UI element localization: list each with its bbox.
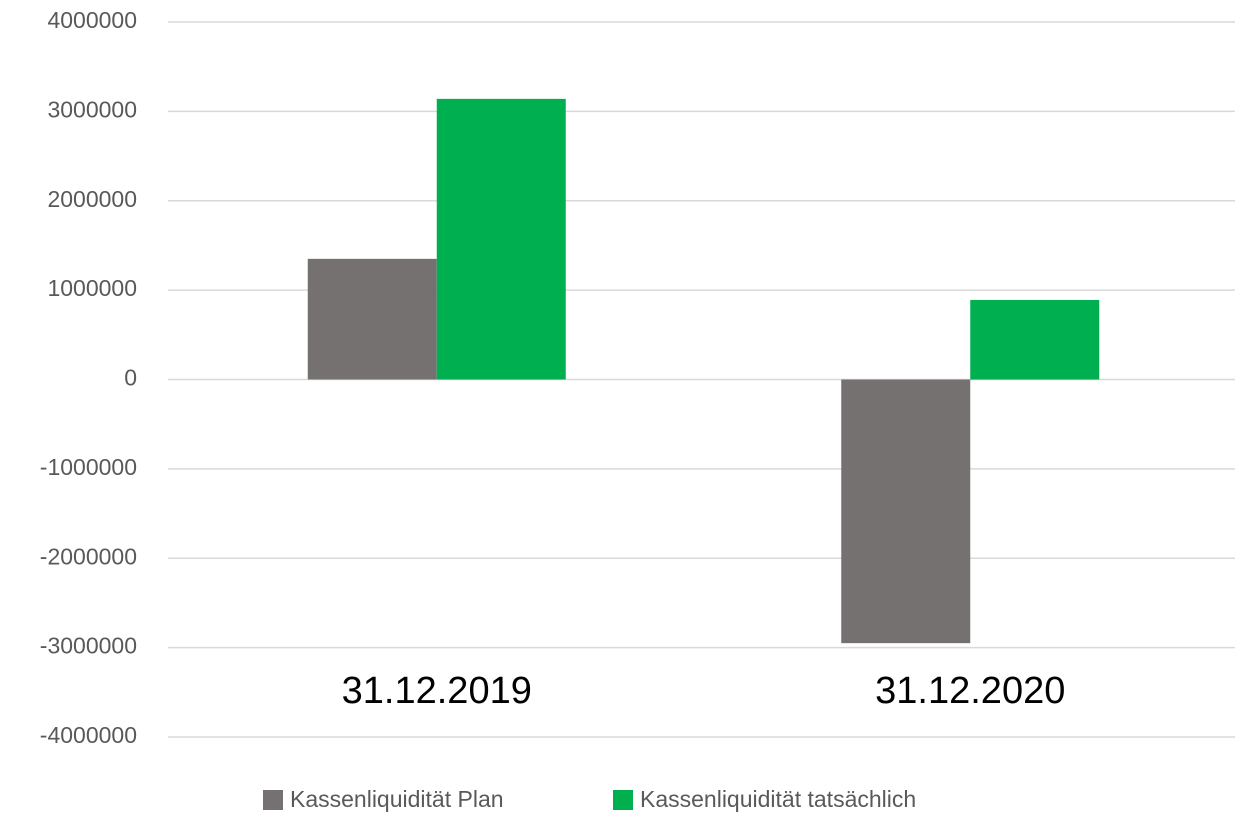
y-tick-label: -4000000: [40, 722, 137, 748]
y-tick-label: 1000000: [47, 275, 137, 301]
y-tick-label: -3000000: [40, 633, 137, 659]
legend-swatch: [613, 790, 633, 810]
bar: [436, 98, 566, 380]
bar: [841, 379, 971, 644]
legend-label: Kassenliquidität Plan: [290, 786, 504, 812]
y-tick-label: -2000000: [40, 543, 137, 569]
bar: [307, 258, 437, 380]
x-tick-label: 31.12.2019: [342, 670, 532, 712]
bar: [970, 299, 1100, 380]
legend-swatch: [263, 790, 283, 810]
x-tick-label: 31.12.2020: [875, 670, 1065, 712]
y-tick-label: 0: [124, 365, 137, 391]
y-tick-label: 3000000: [47, 96, 137, 122]
y-tick-label: 4000000: [47, 7, 137, 33]
y-tick-label: -1000000: [40, 454, 137, 480]
legend-label: Kassenliquidität tatsächlich: [640, 786, 916, 812]
y-tick-label: 2000000: [47, 186, 137, 212]
